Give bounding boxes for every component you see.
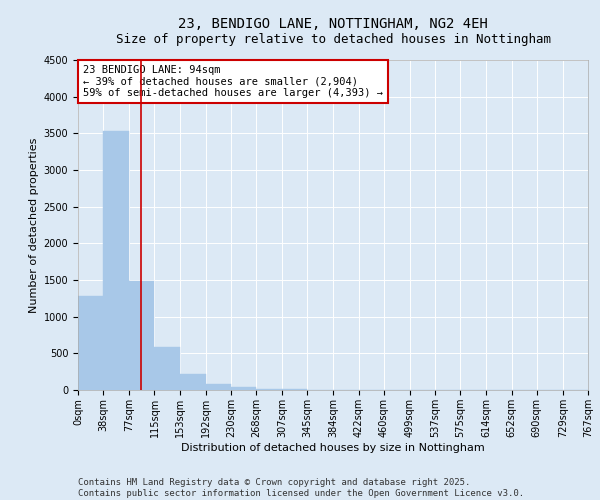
- Bar: [256, 388, 282, 390]
- Bar: [206, 384, 231, 390]
- Text: Size of property relative to detached houses in Nottingham: Size of property relative to detached ho…: [116, 32, 551, 46]
- Bar: [180, 374, 206, 390]
- Bar: [154, 346, 180, 390]
- Text: 23 BENDIGO LANE: 94sqm
← 39% of detached houses are smaller (2,904)
59% of semi-: 23 BENDIGO LANE: 94sqm ← 39% of detached…: [83, 65, 383, 98]
- Bar: [129, 280, 154, 390]
- Bar: [103, 131, 129, 390]
- X-axis label: Distribution of detached houses by size in Nottingham: Distribution of detached houses by size …: [181, 442, 485, 452]
- Text: 23, BENDIGO LANE, NOTTINGHAM, NG2 4EH: 23, BENDIGO LANE, NOTTINGHAM, NG2 4EH: [178, 18, 488, 32]
- Text: Contains HM Land Registry data © Crown copyright and database right 2025.
Contai: Contains HM Land Registry data © Crown c…: [78, 478, 524, 498]
- Y-axis label: Number of detached properties: Number of detached properties: [29, 138, 40, 312]
- Bar: [78, 296, 103, 390]
- Bar: [231, 388, 256, 390]
